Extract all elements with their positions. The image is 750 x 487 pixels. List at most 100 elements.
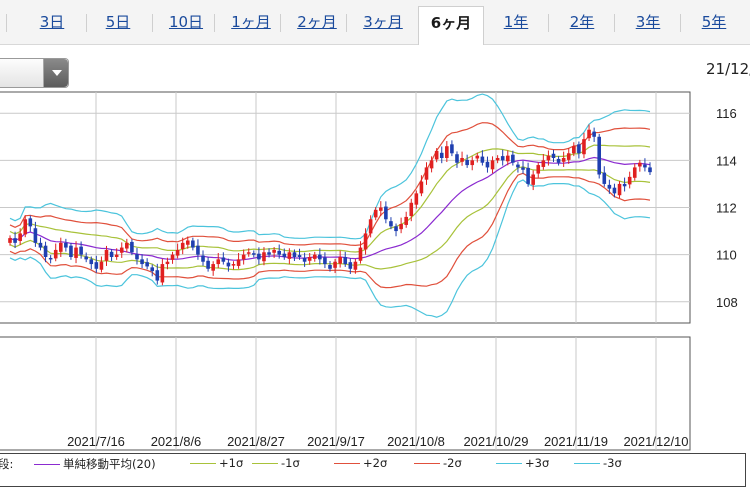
candle-body — [236, 259, 241, 266]
y-tick-label: 112 — [716, 201, 737, 216]
candle-body — [84, 256, 88, 260]
candle-body — [384, 206, 388, 220]
legend-swatch — [34, 464, 60, 465]
legend-label: -3σ — [603, 456, 622, 470]
legend-item: +3σ — [496, 456, 549, 470]
candle-body — [241, 254, 246, 260]
candle-body — [333, 261, 337, 268]
candle-body — [338, 257, 342, 264]
tab-separator — [6, 14, 7, 32]
candle-body — [399, 224, 403, 230]
candle-body — [632, 167, 637, 178]
tab-5[interactable]: 2ヶ月 — [297, 13, 337, 31]
tab-8[interactable]: 1年 — [503, 13, 529, 31]
candle-body — [643, 164, 647, 168]
candle-body — [109, 251, 114, 257]
candle-body — [64, 242, 68, 248]
candle-body — [94, 262, 99, 269]
x-tick-label: 2021/11/19 — [544, 434, 608, 449]
candle-body — [536, 165, 541, 174]
candle-body — [267, 252, 271, 255]
candle-body — [358, 247, 363, 261]
candle-body — [211, 264, 215, 271]
candle-body — [246, 252, 251, 254]
candle-body — [323, 257, 327, 265]
candle-body — [140, 259, 144, 265]
candle-body — [602, 172, 607, 184]
candle-body — [627, 176, 632, 185]
candle-body — [216, 259, 221, 265]
candle-body — [175, 249, 180, 256]
candle-body — [28, 218, 33, 227]
candle-body — [638, 162, 642, 167]
indicator-select[interactable] — [0, 58, 69, 88]
candle-body — [104, 249, 109, 261]
candle-body — [414, 193, 419, 205]
tab-7[interactable]: 6ヶ月 — [418, 6, 484, 45]
candle-body — [318, 254, 322, 260]
y-tick-label: 110 — [716, 248, 737, 263]
candle-body — [302, 257, 307, 262]
legend-box: 段: 単純移動平均(20) +1σ -1σ +2σ -2σ +3σ -3σ — [0, 453, 746, 487]
candle-body — [470, 160, 475, 166]
candle-body — [582, 139, 586, 155]
tab-10[interactable]: 3年 — [635, 13, 661, 31]
candle-body — [521, 167, 525, 170]
candle-body — [617, 183, 622, 196]
tab-4[interactable]: 1ヶ月 — [231, 13, 271, 31]
legend-label: +3σ — [525, 456, 550, 470]
tab-separator — [214, 14, 215, 32]
candle-body — [353, 261, 358, 270]
tab-9[interactable]: 2年 — [569, 13, 595, 31]
candle-body — [607, 184, 612, 189]
candle-body — [191, 240, 195, 248]
candle-body — [328, 265, 332, 269]
legend-swatch — [252, 463, 278, 464]
tab-1[interactable]: 3日 — [39, 13, 65, 31]
candle-body — [287, 252, 292, 259]
candle-body — [409, 202, 414, 216]
x-tick-label: 2021/8/6 — [151, 434, 202, 449]
candle-body — [165, 261, 170, 265]
legend: 段: 単純移動平均(20) +1σ -1σ +2σ -2σ +3σ -3σ — [0, 453, 750, 487]
candle-body — [180, 242, 185, 249]
legend-label: -2σ — [443, 456, 462, 470]
candle-body — [125, 242, 129, 249]
candle-body — [206, 260, 210, 269]
candle-body — [526, 167, 530, 184]
candle-body — [8, 238, 12, 243]
x-tick-label: 2021/12/10 — [623, 434, 688, 449]
candle-body — [69, 245, 73, 257]
candle-body — [551, 153, 556, 158]
candle-body — [58, 242, 63, 252]
legend-swatch — [496, 463, 522, 464]
lower-band-3-line — [9, 179, 651, 318]
upper-band-2-line — [9, 122, 651, 247]
x-tick-label: 2021/8/27 — [227, 434, 285, 449]
candle-body — [378, 207, 383, 211]
candle-body — [74, 247, 78, 258]
y-tick-label: 116 — [716, 106, 737, 121]
candle-body — [511, 154, 515, 163]
candle-body — [485, 161, 490, 168]
date-label: 21/12/ — [706, 60, 750, 78]
candle-body — [500, 156, 505, 161]
candle-body — [592, 131, 596, 137]
candle-body — [450, 144, 454, 154]
tab-6[interactable]: 3ヶ月 — [363, 13, 403, 31]
chevron-down-icon[interactable] — [43, 59, 68, 87]
candle-body — [572, 146, 576, 154]
tab-2[interactable]: 5日 — [105, 13, 131, 31]
legend-swatch — [414, 463, 440, 464]
candle-body — [231, 264, 236, 266]
upper-band-3-line — [9, 93, 651, 240]
candle-body — [272, 249, 276, 253]
candle-body — [439, 152, 444, 158]
candle-body — [221, 257, 226, 262]
legend-label: 単純移動平均(20) — [63, 457, 156, 471]
tab-11[interactable]: 5年 — [701, 13, 727, 31]
candle-body — [363, 233, 368, 250]
candle-body — [434, 150, 439, 160]
tab-3[interactable]: 10日 — [168, 13, 204, 31]
candle-body — [18, 233, 22, 241]
